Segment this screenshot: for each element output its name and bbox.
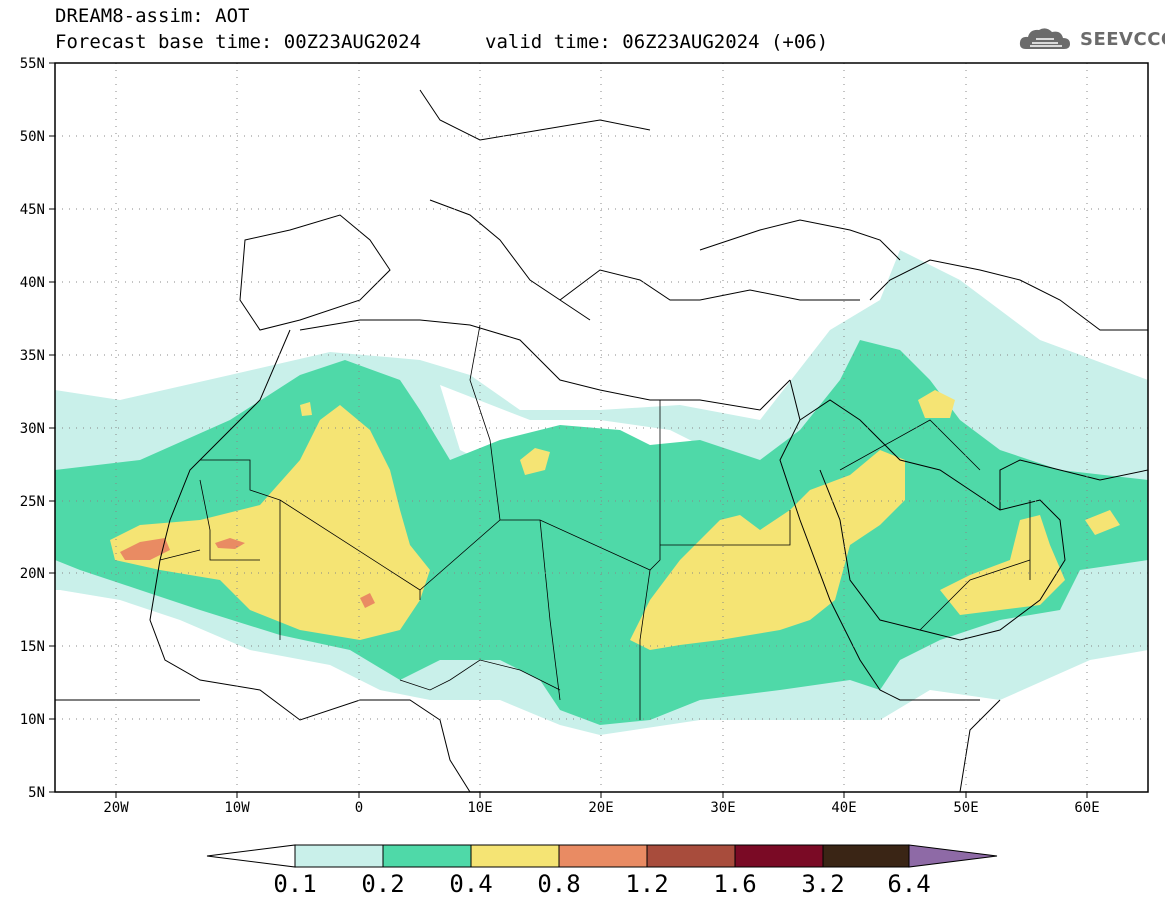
lon-label: 10E — [467, 800, 492, 816]
lat-label: 30N — [20, 421, 45, 437]
colorbar-swatch — [734, 844, 824, 868]
map-title: DREAM8-assim: AOT — [55, 5, 250, 27]
lat-label: 25N — [20, 494, 45, 510]
colorbar-label: 0.4 — [449, 870, 493, 898]
graticule — [55, 63, 1148, 792]
lat-label: 45N — [20, 202, 45, 218]
valid-time: valid time: 06Z23AUG2024 (+06) — [485, 31, 829, 53]
colorbar-swatch — [822, 844, 910, 868]
forecast-base-time: Forecast base time: 00Z23AUG2024 — [55, 31, 422, 53]
lat-label: 50N — [20, 129, 45, 145]
lon-label: 50E — [953, 800, 978, 816]
lat-label: 35N — [20, 348, 45, 364]
lat-labels: 55N 50N 45N 40N 35N 30N 25N 20N 15N 10N … — [20, 56, 45, 801]
country-borders — [159, 324, 1031, 720]
colorbar-swatch — [558, 844, 648, 868]
colorbar-swatch — [470, 844, 560, 868]
lon-label: 0 — [355, 800, 363, 816]
lat-label: 40N — [20, 275, 45, 291]
colorbar-label: 6.4 — [887, 870, 931, 898]
colorbar-label: 1.2 — [625, 870, 669, 898]
colorbar — [206, 844, 998, 868]
lat-label: 5N — [28, 785, 45, 801]
colorbar-label: 3.2 — [801, 870, 845, 898]
lon-label: 20E — [588, 800, 613, 816]
seevccc-logo: SEEVCCC — [1018, 24, 1165, 54]
colorbar-label: 1.6 — [713, 870, 757, 898]
aot-level-0.8 — [120, 538, 375, 608]
aot-level-0.4-east — [630, 450, 905, 650]
lon-label: 20W — [103, 800, 129, 816]
lon-label: 10W — [224, 800, 250, 816]
colorbar-swatch — [646, 844, 736, 868]
aot-level-0.4-west — [110, 405, 430, 640]
tick-marks — [49, 62, 1088, 798]
aot-level-0.4-oman — [940, 515, 1065, 615]
lon-label: 60E — [1074, 800, 1099, 816]
logo-text: SEEVCCC — [1080, 28, 1165, 50]
colorbar-high-arrow — [908, 844, 998, 868]
lat-label: 20N — [20, 566, 45, 582]
cloud-icon — [1019, 28, 1070, 49]
colorbar-label: 0.2 — [361, 870, 405, 898]
lon-label: 40E — [831, 800, 856, 816]
lat-label: 15N — [20, 639, 45, 655]
lon-label: 30E — [710, 800, 735, 816]
colorbar-label: 0.1 — [273, 870, 317, 898]
lat-label: 55N — [20, 56, 45, 72]
colorbar-label: 0.8 — [537, 870, 581, 898]
colorbar-swatch — [382, 844, 472, 868]
colorbar-low-arrow — [206, 844, 296, 868]
coastlines — [55, 89, 1148, 792]
lon-labels: 20W 10W 0 10E 20E 30E 40E 50E 60E — [103, 800, 1099, 816]
lat-label: 10N — [20, 712, 45, 728]
colorbar-swatch — [294, 844, 384, 868]
